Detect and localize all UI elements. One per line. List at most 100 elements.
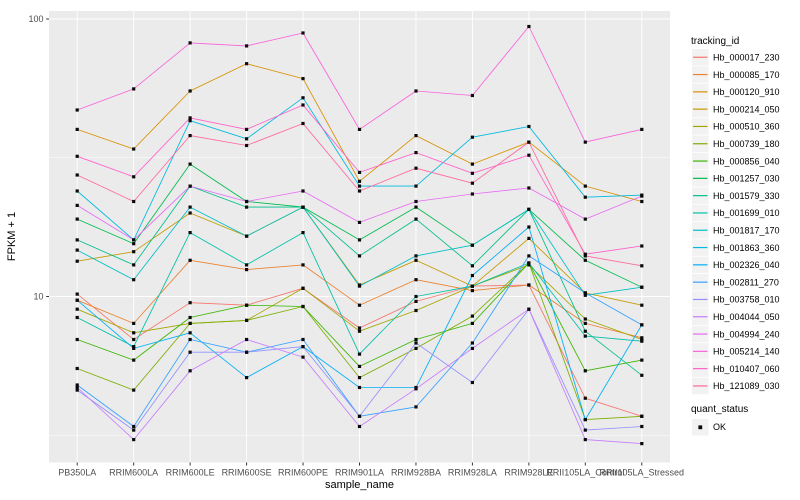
data-point — [301, 77, 305, 81]
data-point — [470, 314, 474, 318]
data-point — [357, 170, 362, 174]
data-point — [414, 205, 418, 209]
y-axis-title: FPKM + 1 — [6, 212, 18, 261]
data-point — [75, 307, 79, 311]
data-point — [75, 315, 79, 320]
data-point — [132, 175, 136, 179]
x-tick-label: PB350LA — [58, 468, 96, 478]
legend-item-label: Hb_004044_050 — [713, 312, 780, 322]
data-point — [75, 383, 79, 387]
data-point — [357, 424, 362, 429]
data-point — [640, 199, 644, 204]
data-point — [132, 331, 136, 335]
data-point — [75, 217, 79, 221]
data-point — [527, 124, 531, 129]
data-point — [470, 346, 474, 350]
data-point — [640, 194, 644, 198]
data-point — [188, 231, 192, 235]
data-point — [245, 234, 249, 238]
data-point — [470, 93, 474, 98]
data-point — [132, 337, 136, 342]
data-point — [357, 179, 362, 183]
data-point — [470, 284, 474, 288]
data-point — [414, 134, 418, 138]
data-point — [640, 127, 644, 131]
data-point — [583, 195, 587, 199]
legend-item-label: Hb_001863_360 — [713, 243, 780, 253]
chart-generated-layer: 100 10 PB350LA RRIM600LA RRIM600LE RRIM600SE R… — [28, 11, 780, 478]
data-point — [245, 205, 249, 209]
data-point — [301, 263, 305, 267]
data-point — [470, 380, 474, 385]
data-point — [640, 373, 644, 377]
legend-item-label: Hb_005214_140 — [713, 347, 780, 357]
legend-item-label: Hb_002326_040 — [713, 260, 780, 270]
data-point — [245, 127, 249, 131]
data-point — [414, 278, 418, 282]
legend-item-label: Hb_000017_230 — [713, 53, 780, 63]
data-point — [470, 273, 474, 278]
data-point — [75, 337, 79, 342]
data-point — [414, 258, 418, 262]
data-point — [188, 119, 192, 123]
data-point — [75, 238, 79, 242]
data-point — [188, 134, 192, 138]
data-point — [470, 192, 474, 196]
data-point — [583, 291, 587, 295]
data-point — [640, 323, 644, 327]
data-point — [640, 358, 644, 362]
data-point — [132, 250, 136, 254]
data-point — [188, 205, 192, 209]
data-point — [640, 264, 644, 268]
data-point — [75, 203, 79, 207]
legend-item-label: Hb_000085_170 — [713, 70, 780, 80]
legend-item-label: Hb_000120_910 — [713, 87, 780, 97]
data-point — [357, 329, 362, 333]
data-point — [527, 236, 531, 240]
legend-item-label: Hb_010407_060 — [713, 364, 780, 374]
data-point — [132, 87, 136, 91]
data-point — [470, 321, 474, 325]
data-point — [132, 263, 136, 267]
data-point — [527, 207, 531, 211]
data-point — [640, 424, 644, 429]
data-point — [414, 254, 418, 258]
data-point — [583, 334, 587, 338]
data-point — [75, 366, 79, 371]
data-point — [245, 350, 249, 354]
data-point — [188, 331, 192, 335]
data-point — [640, 414, 644, 418]
legend-item-label: Hb_000214_050 — [713, 104, 780, 114]
data-point — [75, 259, 79, 263]
legend-item-label: Hb_001699_010 — [713, 208, 780, 218]
data-point — [527, 307, 531, 311]
data-point — [75, 127, 79, 131]
data-point — [357, 184, 362, 188]
x-tick-label: RRII105LA_Control — [546, 468, 624, 478]
data-point — [188, 41, 192, 45]
data-point — [414, 166, 418, 170]
data-point — [583, 293, 587, 297]
data-point — [470, 135, 474, 139]
data-point — [188, 184, 192, 188]
x-tick-label: RRII105LA_Stressed — [599, 468, 684, 478]
data-point — [583, 217, 587, 221]
data-point — [414, 387, 418, 391]
data-point — [188, 337, 192, 342]
data-point — [75, 154, 79, 158]
x-tick-label: RRIM928LA — [448, 468, 497, 478]
data-point — [583, 438, 587, 442]
y-tick-label: 100 — [28, 14, 43, 24]
data-point — [245, 318, 249, 322]
data-point — [527, 186, 531, 190]
data-point — [583, 140, 587, 144]
data-point — [132, 424, 136, 429]
x-tick-label: RRIM600SE — [222, 468, 272, 478]
data-point — [640, 339, 644, 343]
data-point — [414, 89, 418, 93]
data-point — [357, 284, 362, 288]
data-point — [188, 350, 192, 354]
data-point — [357, 303, 362, 307]
quant-ok-point-icon — [698, 425, 703, 430]
